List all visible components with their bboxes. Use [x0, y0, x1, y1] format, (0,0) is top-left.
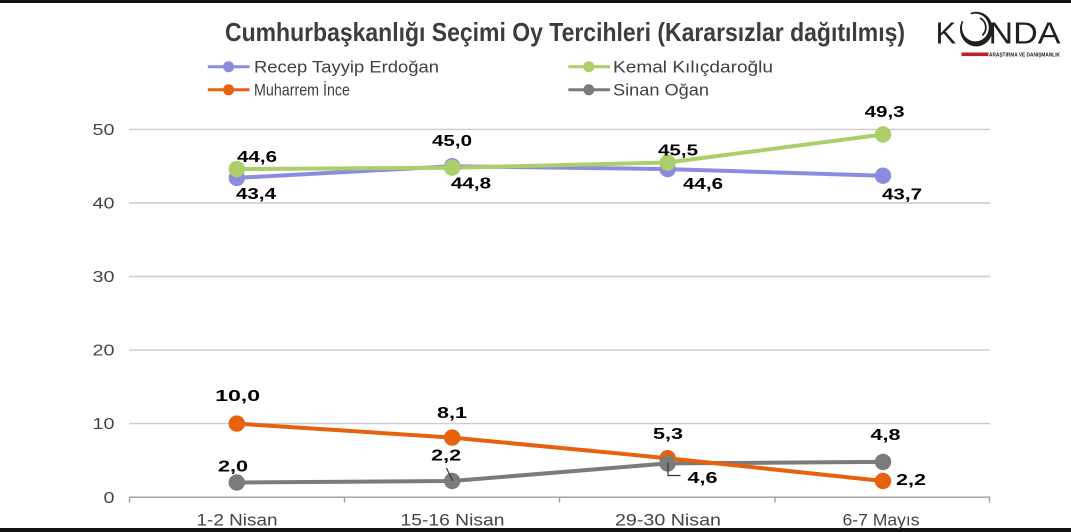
svg-text:50: 50	[93, 122, 115, 139]
svg-text:15-16 Nisan: 15-16 Nisan	[401, 511, 505, 530]
svg-text:43,4: 43,4	[236, 186, 276, 203]
svg-text:6-7 Mayıs: 6-7 Mayıs	[843, 511, 920, 530]
svg-text:40: 40	[93, 196, 115, 213]
svg-text:Kemal Kılıçdaroğlu: Kemal Kılıçdaroğlu	[613, 59, 773, 77]
svg-text:49,3: 49,3	[865, 104, 905, 121]
svg-text:ARAŞTIRMA VE DANIŞMANLIK: ARAŞTIRMA VE DANIŞMANLIK	[989, 53, 1060, 59]
svg-text:4,6: 4,6	[688, 470, 718, 487]
svg-text:2,0: 2,0	[218, 459, 248, 476]
svg-text:Recep Tayyip Erdoğan: Recep Tayyip Erdoğan	[254, 59, 439, 77]
svg-text:44,6: 44,6	[237, 149, 277, 166]
svg-text:5,3: 5,3	[653, 426, 683, 443]
svg-text:Muharrem İnce: Muharrem İnce	[254, 81, 350, 100]
svg-text:45,5: 45,5	[658, 143, 698, 160]
svg-text:1-2 Nisan: 1-2 Nisan	[197, 511, 278, 530]
svg-text:2,2: 2,2	[431, 448, 461, 465]
svg-text:44,6: 44,6	[683, 176, 723, 193]
svg-text:44,8: 44,8	[451, 176, 491, 193]
svg-text:0: 0	[104, 490, 115, 507]
svg-text:8,1: 8,1	[437, 405, 467, 422]
svg-text:20: 20	[93, 343, 115, 360]
svg-text:4,8: 4,8	[871, 427, 901, 444]
svg-text:30: 30	[93, 269, 115, 286]
svg-text:10: 10	[93, 416, 115, 433]
svg-text:10,0: 10,0	[215, 388, 260, 405]
svg-text:K: K	[936, 16, 957, 51]
svg-text:NDA: NDA	[989, 16, 1061, 51]
svg-text:45,0: 45,0	[432, 133, 472, 150]
svg-text:29-30 Nisan: 29-30 Nisan	[615, 511, 721, 530]
svg-text:2,2: 2,2	[896, 472, 926, 489]
svg-text:Cumhurbaşkanlığı Seçimi Oy Ter: Cumhurbaşkanlığı Seçimi Oy Tercihleri (K…	[225, 17, 905, 47]
svg-text:43,7: 43,7	[882, 187, 922, 204]
svg-text:Sinan Oğan: Sinan Oğan	[613, 82, 709, 100]
